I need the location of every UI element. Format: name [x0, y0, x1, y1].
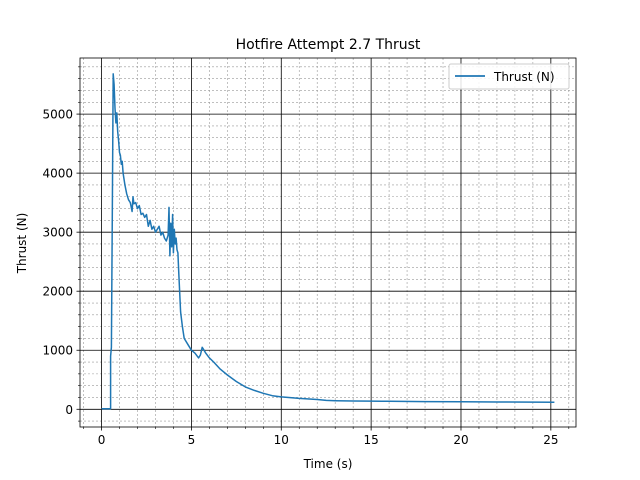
legend-box: [448, 63, 570, 90]
y-tick-label: 0: [65, 403, 73, 417]
x-tick-label: 10: [274, 433, 289, 447]
y-axis-ticks: 0 1000 2000 3000 4000 5000: [42, 66, 80, 422]
x-tick-label: 0: [98, 433, 106, 447]
x-tick-label: 25: [543, 433, 558, 447]
x-axis-label: Time (s): [303, 457, 353, 471]
thrust-series-line: [101, 73, 555, 410]
x-axis-ticks: 0 5 10 15 20 25: [83, 427, 570, 447]
y-axis-label: Thrust (N): [15, 213, 29, 275]
legend-label: Thrust (N): [493, 70, 555, 84]
major-grid: [80, 58, 576, 427]
x-tick-label: 5: [188, 433, 196, 447]
y-tick-label: 1000: [42, 344, 73, 358]
x-tick-label: 20: [453, 433, 468, 447]
x-tick-label: 15: [363, 433, 378, 447]
y-tick-label: 3000: [42, 226, 73, 240]
plot-frame: [79, 57, 577, 428]
y-tick-label: 2000: [42, 285, 73, 299]
y-tick-label: 5000: [42, 108, 73, 122]
series-layer: [101, 73, 555, 410]
minor-grid: [80, 58, 576, 427]
legend: Thrust (N): [448, 63, 570, 90]
y-tick-label: 4000: [42, 167, 73, 181]
chart-title: Hotfire Attempt 2.7 Thrust: [236, 37, 421, 53]
